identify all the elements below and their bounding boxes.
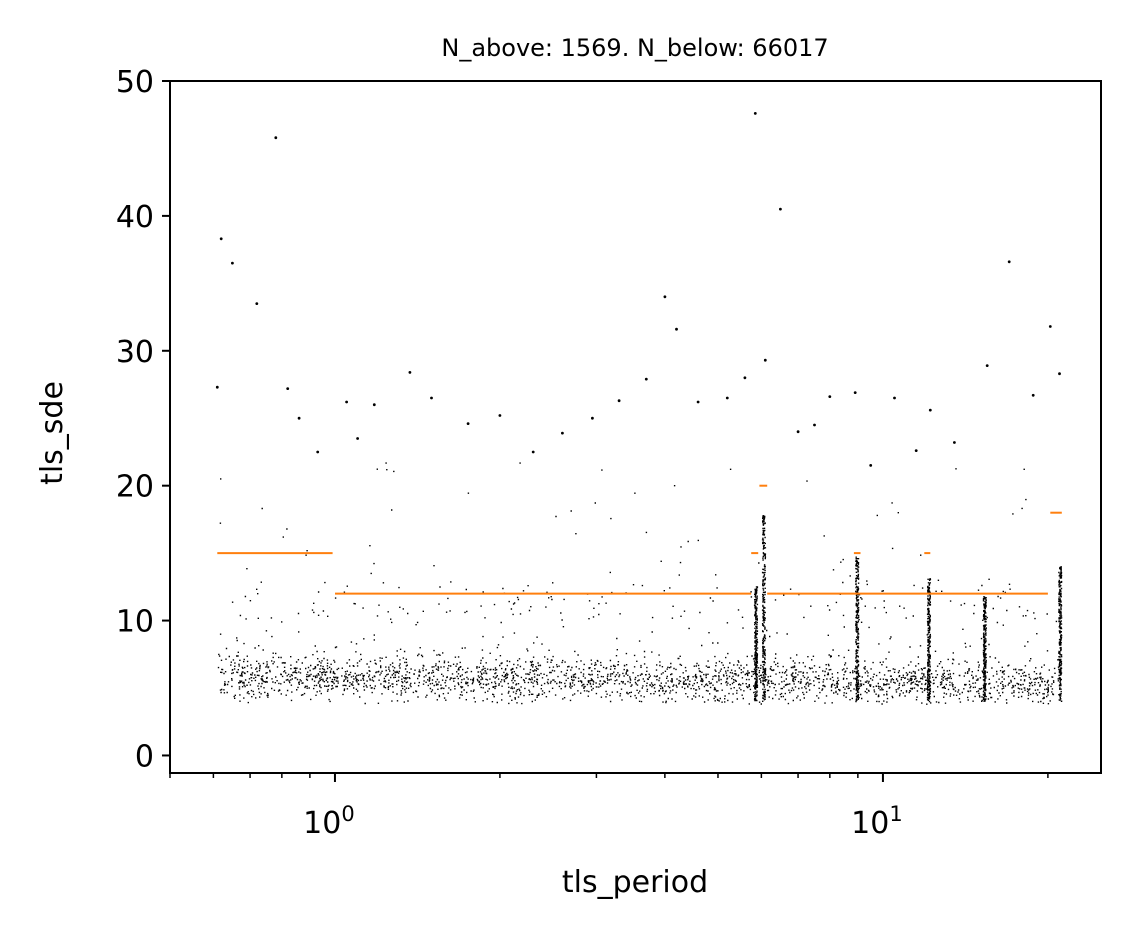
scatter-point [753,112,757,115]
x-tick-label: 101 [851,802,903,841]
scatter-points [215,112,1061,467]
scatter-point [828,395,832,398]
scatter-point [466,422,470,425]
chart-title: N_above: 1569. N_below: 66017 [441,34,828,62]
y-tick-label: 30 [116,335,154,370]
scatter-point [696,400,700,404]
scatter-point [356,437,359,440]
y-tick-label: 10 [116,605,154,640]
scatter-point [985,364,989,367]
scatter-point [219,237,223,241]
scatter-point [430,396,433,400]
scatter-point [725,396,729,400]
y-axis: 0 10 20 30 40 50 [116,65,170,774]
scatter-point [928,408,932,412]
plot-frame [169,80,1102,774]
scatter-point [316,450,320,454]
scatter-point [372,403,376,407]
scatter-point [231,261,234,265]
scatter-point [663,295,667,299]
scatter-point [286,387,290,390]
scatter-point [675,327,678,331]
scatter-point [345,400,348,404]
scatter-point [743,376,747,380]
y-tick-label: 50 [116,65,154,100]
scatter-point [617,399,621,403]
y-axis-label: tls_sde [35,381,70,485]
scatter-point [531,450,535,454]
scatter-point [297,416,301,420]
scatter-point [1048,325,1052,328]
scatter-point [498,414,502,417]
y-tick-label: 40 [116,200,154,235]
scatter-point [813,423,816,427]
x-axis: 100 101 [169,773,1049,841]
scatter-point [644,377,648,381]
y-tick-label: 0 [135,739,154,774]
scatter-point [869,464,873,467]
scatter-point [779,207,782,211]
scatter-point [561,431,564,435]
scatter-point [914,449,918,452]
scatter-point [1058,372,1061,376]
scatter-point [763,358,767,362]
dense-cloud-path [217,462,1063,705]
scatter-point [893,396,896,400]
scatter-point [215,385,219,389]
dense-point-cloud [217,462,1063,705]
threshold-lines [217,484,1062,595]
scatter-point [408,371,412,374]
scatter-point [591,416,594,420]
scatter-point [796,430,800,434]
x-axis-label: tls_period [562,865,708,900]
scatter-point [953,441,956,444]
scatter-point [255,302,259,305]
scatter-point [853,391,857,394]
scatter-point [1031,393,1035,397]
scatter-point [274,136,278,140]
y-tick-label: 20 [116,470,154,505]
scatter-point [1007,260,1011,264]
x-tick-label: 100 [303,802,355,841]
